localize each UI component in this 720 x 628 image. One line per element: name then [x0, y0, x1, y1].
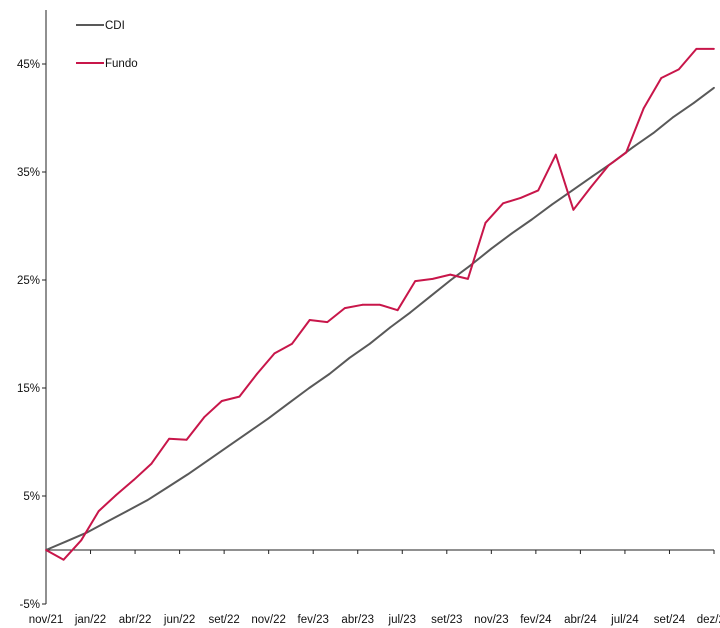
- y-tick-label: 45%: [17, 59, 40, 71]
- data-point-cdi: [308, 387, 311, 389]
- data-point-fundo: [308, 319, 311, 321]
- data-point-cdi: [369, 342, 371, 345]
- data-point-fundo: [431, 278, 434, 280]
- data-point-cdi: [530, 218, 533, 221]
- data-point-fundo: [642, 107, 645, 110]
- data-point-fundo: [660, 77, 663, 79]
- data-point-fundo: [414, 280, 417, 282]
- x-tick-label: nov/23: [474, 614, 509, 626]
- data-point-cdi: [328, 373, 331, 375]
- data-point-cdi: [632, 146, 634, 149]
- y-tick-label: -5%: [20, 599, 40, 611]
- x-tick-label: jul/24: [610, 614, 639, 626]
- data-point-fundo: [467, 278, 469, 280]
- data-point-cdi: [105, 521, 108, 523]
- data-point-fundo: [713, 48, 715, 50]
- data-point-fundo: [695, 48, 698, 50]
- data-point-cdi: [348, 356, 351, 359]
- data-point-fundo: [519, 197, 522, 199]
- data-point-cdi: [207, 459, 209, 462]
- x-tick-label: fev/23: [298, 614, 329, 626]
- data-point-cdi: [449, 279, 452, 281]
- data-point-fundo: [326, 321, 329, 323]
- data-point-fundo: [220, 400, 223, 402]
- data-point-fundo: [150, 462, 153, 465]
- data-point-cdi: [267, 417, 270, 420]
- x-tick-label: dez/24: [697, 614, 720, 626]
- x-tick-label: jul/23: [388, 614, 417, 626]
- data-point-cdi: [713, 86, 715, 89]
- data-point-fundo: [677, 68, 680, 71]
- data-point-fundo: [572, 208, 575, 211]
- data-point-cdi: [692, 102, 695, 104]
- data-point-fundo: [449, 273, 452, 276]
- data-point-fundo: [379, 303, 381, 306]
- data-point-fundo: [133, 478, 135, 481]
- data-point-fundo: [502, 202, 504, 205]
- data-point-cdi: [288, 402, 290, 404]
- x-tick-label: set/24: [654, 614, 686, 626]
- series-line-cdi: [45, 86, 715, 551]
- data-point-fundo: [396, 309, 399, 312]
- data-point-cdi: [571, 189, 574, 192]
- data-point-cdi: [227, 445, 230, 448]
- x-tick-label: fev/24: [520, 614, 552, 626]
- legend-label-cdi: CDI: [105, 20, 125, 32]
- data-point-cdi: [409, 311, 412, 314]
- data-point-fundo: [62, 558, 65, 561]
- legend: CDI Fundo: [76, 20, 138, 70]
- data-point-fundo: [80, 539, 83, 542]
- data-point-fundo: [590, 186, 592, 189]
- data-point-cdi: [65, 540, 68, 543]
- data-point-fundo: [343, 307, 346, 309]
- data-point-fundo: [115, 494, 118, 496]
- x-tick-label: nov/22: [251, 614, 286, 626]
- y-tick-label: 15%: [17, 383, 40, 395]
- data-point-fundo: [607, 164, 610, 167]
- x-tick-label: abr/24: [564, 614, 597, 626]
- x-tick-label: set/22: [208, 614, 239, 626]
- data-point-fundo: [361, 303, 364, 306]
- data-point-fundo: [203, 416, 206, 419]
- data-point-cdi: [166, 486, 169, 489]
- data-point-cdi: [146, 499, 149, 502]
- series-lines: [45, 47, 715, 561]
- axes: -5% 5% 15% 25% 35% 45% nov/21 jan/22 abr/22 jun/2…: [17, 10, 720, 626]
- data-point-cdi: [126, 510, 128, 512]
- data-point-fundo: [185, 438, 188, 441]
- data-point-cdi: [490, 247, 493, 250]
- data-point-cdi: [429, 295, 432, 298]
- legend-label-fundo: Fundo: [105, 58, 138, 70]
- x-tick-label: nov/21: [29, 614, 64, 626]
- y-tick-label: 35%: [17, 167, 40, 179]
- data-point-cdi: [672, 116, 675, 118]
- data-point-fundo: [537, 189, 540, 192]
- data-point-cdi: [551, 203, 553, 206]
- x-tick-label: jun/22: [163, 614, 195, 626]
- y-tick-label: 25%: [17, 275, 40, 287]
- data-point-fundo: [625, 151, 627, 154]
- data-point-fundo: [554, 153, 557, 156]
- x-tick-label: set/23: [431, 614, 462, 626]
- y-tick-label: 5%: [23, 491, 40, 503]
- data-point-cdi: [652, 132, 655, 135]
- data-point-fundo: [238, 395, 241, 398]
- x-tick-label: jan/22: [74, 614, 106, 626]
- data-point-cdi: [510, 232, 513, 235]
- data-point-fundo: [97, 510, 100, 512]
- x-tick-label: abr/23: [341, 614, 374, 626]
- data-point-fundo: [256, 373, 258, 375]
- data-point-fundo: [484, 221, 487, 224]
- x-tick-label: abr/22: [119, 614, 152, 626]
- data-point-fundo: [291, 342, 293, 345]
- data-point-cdi: [186, 473, 189, 476]
- data-point-fundo: [45, 549, 47, 551]
- data-point-fundo: [273, 352, 276, 355]
- data-point-cdi: [389, 326, 391, 329]
- data-point-cdi: [591, 175, 594, 178]
- data-point-fundo: [168, 437, 171, 440]
- data-point-cdi: [247, 431, 250, 434]
